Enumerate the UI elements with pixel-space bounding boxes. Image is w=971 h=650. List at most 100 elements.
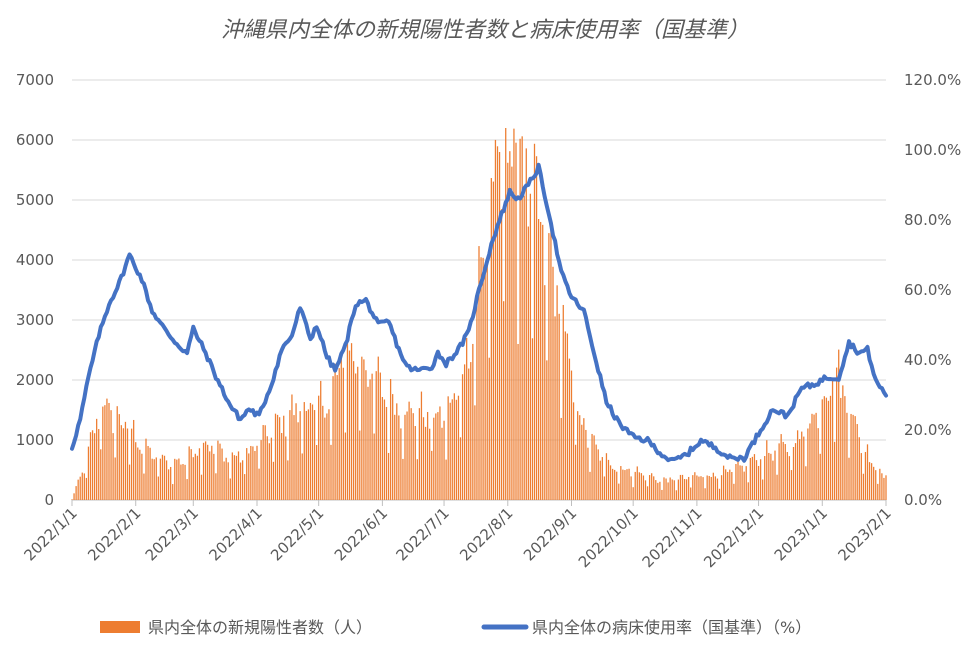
bar	[207, 444, 209, 500]
bar	[513, 128, 515, 501]
bar	[840, 397, 842, 500]
bar	[599, 460, 601, 500]
bar	[336, 375, 338, 500]
bar	[237, 451, 240, 500]
bar	[856, 424, 858, 500]
bar	[227, 462, 229, 500]
x-tick-label: 2022/6/1	[331, 504, 391, 564]
bar	[762, 479, 764, 500]
y-left-tick-label: 5000	[16, 191, 54, 209]
bar	[149, 447, 151, 500]
bar	[496, 146, 499, 501]
bar	[507, 162, 509, 500]
bar	[383, 399, 386, 500]
y-right-tick-label: 0.0%	[904, 491, 942, 509]
bar	[235, 455, 238, 500]
bar	[720, 475, 723, 500]
bar	[782, 441, 784, 500]
bar	[106, 398, 108, 500]
x-tick-label: 2022/12/1	[700, 504, 767, 571]
bar	[815, 412, 817, 500]
bar	[663, 477, 665, 500]
bar	[118, 414, 120, 500]
bar	[153, 459, 155, 500]
bar	[568, 358, 571, 500]
bar	[447, 396, 449, 500]
bar	[692, 475, 694, 500]
bar	[225, 457, 227, 500]
bar	[540, 221, 542, 501]
bar	[139, 449, 141, 500]
y-right-tick-label: 100.0%	[904, 141, 961, 159]
bar	[651, 473, 653, 500]
bar	[215, 473, 217, 500]
bar	[404, 414, 406, 500]
bar	[614, 469, 616, 500]
bar	[470, 362, 472, 500]
bar	[283, 415, 285, 500]
bar	[209, 451, 211, 500]
bed-occupancy-line	[70, 162, 888, 463]
bar	[410, 408, 412, 500]
bar	[402, 458, 404, 500]
bar	[632, 487, 634, 500]
bar	[141, 453, 143, 500]
bar	[355, 373, 357, 500]
y-right-tick-label: 80.0%	[904, 211, 952, 229]
bar	[73, 493, 75, 500]
bar	[196, 455, 199, 500]
bar	[422, 417, 425, 500]
bar	[223, 461, 225, 500]
bar	[369, 379, 371, 500]
bar	[266, 436, 268, 500]
bar	[344, 432, 347, 500]
bar	[877, 483, 879, 500]
bar	[864, 451, 867, 500]
bar	[85, 477, 88, 500]
bar	[137, 447, 139, 500]
bar	[766, 440, 768, 500]
bar	[91, 430, 94, 500]
bar	[862, 473, 865, 500]
bar	[642, 475, 645, 500]
bar	[463, 364, 466, 500]
bar	[81, 472, 83, 500]
bar	[712, 472, 714, 500]
bar	[770, 453, 772, 500]
bar	[186, 479, 188, 500]
bar	[716, 478, 719, 500]
bar	[833, 441, 836, 500]
bar	[112, 433, 114, 500]
bar	[110, 410, 112, 500]
bar	[819, 453, 821, 500]
bar	[801, 431, 803, 500]
bar	[883, 477, 885, 500]
bar	[665, 478, 667, 500]
bar	[133, 419, 135, 500]
bar	[685, 479, 688, 500]
bar	[745, 466, 747, 500]
bar	[574, 444, 577, 500]
bar	[854, 416, 856, 500]
bar-series	[71, 128, 887, 501]
bar	[241, 460, 244, 500]
bar	[696, 475, 698, 500]
bar	[603, 476, 606, 500]
bar	[807, 428, 809, 500]
bar	[749, 457, 751, 500]
bar	[640, 473, 643, 500]
bar	[799, 439, 801, 500]
bar	[722, 465, 725, 500]
bar	[122, 428, 125, 500]
x-tick-label: 2022/11/1	[639, 504, 706, 571]
bar	[262, 425, 264, 500]
bar	[636, 466, 638, 500]
bar	[318, 395, 320, 500]
legend-line-label: 県内全体の病床使用率（国基準）（%）	[532, 618, 811, 637]
y-left-tick-label: 6000	[16, 131, 54, 149]
bar	[829, 395, 832, 500]
bar	[821, 399, 823, 500]
bar	[486, 266, 488, 500]
bar	[817, 428, 819, 500]
